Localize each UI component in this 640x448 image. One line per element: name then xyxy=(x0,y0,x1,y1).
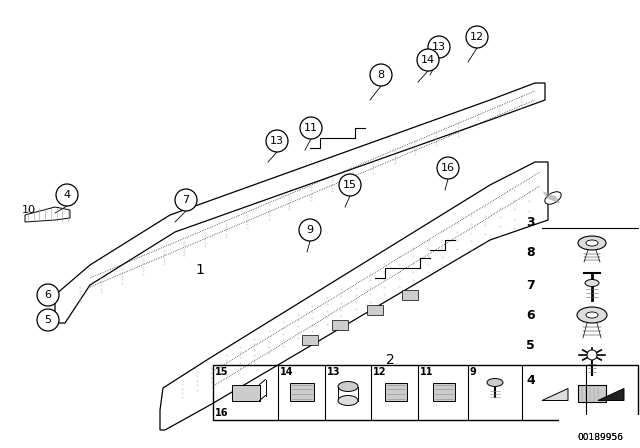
Text: 15: 15 xyxy=(215,367,228,377)
Polygon shape xyxy=(367,305,383,315)
Circle shape xyxy=(437,157,459,179)
Ellipse shape xyxy=(487,379,503,387)
Text: 7: 7 xyxy=(526,279,535,292)
Text: 13: 13 xyxy=(270,136,284,146)
Polygon shape xyxy=(302,335,318,345)
Text: 12: 12 xyxy=(373,367,387,377)
Text: 16: 16 xyxy=(441,163,455,173)
Circle shape xyxy=(428,36,450,58)
Text: 00189956: 00189956 xyxy=(577,433,623,442)
Text: 1: 1 xyxy=(196,263,204,277)
Ellipse shape xyxy=(586,312,598,318)
FancyBboxPatch shape xyxy=(433,383,455,401)
Circle shape xyxy=(299,219,321,241)
Text: 5: 5 xyxy=(45,315,51,325)
Circle shape xyxy=(466,26,488,48)
Text: 00189956: 00189956 xyxy=(577,433,623,442)
Text: 11: 11 xyxy=(304,123,318,133)
Circle shape xyxy=(370,64,392,86)
Circle shape xyxy=(339,174,361,196)
Text: 4: 4 xyxy=(63,190,70,200)
Text: 16: 16 xyxy=(215,408,228,418)
Ellipse shape xyxy=(338,396,358,405)
FancyBboxPatch shape xyxy=(385,383,406,401)
Polygon shape xyxy=(402,290,418,300)
Text: 9: 9 xyxy=(307,225,314,235)
Text: 13: 13 xyxy=(327,367,340,377)
Polygon shape xyxy=(332,320,348,330)
Polygon shape xyxy=(160,162,548,430)
Text: 3: 3 xyxy=(526,215,535,228)
Text: 14: 14 xyxy=(421,55,435,65)
Text: 2: 2 xyxy=(386,353,394,367)
Circle shape xyxy=(37,309,59,331)
Circle shape xyxy=(37,284,59,306)
Circle shape xyxy=(587,350,597,360)
Text: 10: 10 xyxy=(22,205,36,215)
Text: 5: 5 xyxy=(526,339,535,352)
Polygon shape xyxy=(25,207,70,222)
Text: 8: 8 xyxy=(526,246,535,258)
Text: 7: 7 xyxy=(182,195,189,205)
Text: 13: 13 xyxy=(432,42,446,52)
Text: 15: 15 xyxy=(343,180,357,190)
Ellipse shape xyxy=(586,240,598,246)
Text: 6: 6 xyxy=(45,290,51,300)
Text: 14: 14 xyxy=(280,367,294,377)
Polygon shape xyxy=(55,83,545,323)
Circle shape xyxy=(56,184,78,206)
FancyBboxPatch shape xyxy=(578,385,606,402)
FancyBboxPatch shape xyxy=(289,383,314,401)
Ellipse shape xyxy=(577,307,607,323)
Text: 6: 6 xyxy=(526,309,535,322)
Text: 11: 11 xyxy=(420,367,433,377)
Circle shape xyxy=(300,117,322,139)
Circle shape xyxy=(175,189,197,211)
Circle shape xyxy=(266,130,288,152)
Ellipse shape xyxy=(578,236,606,250)
Ellipse shape xyxy=(338,382,358,392)
Ellipse shape xyxy=(585,280,599,287)
Polygon shape xyxy=(542,388,568,401)
Ellipse shape xyxy=(545,192,561,204)
Text: 12: 12 xyxy=(470,32,484,42)
Text: 8: 8 xyxy=(378,70,385,80)
Text: 9: 9 xyxy=(470,367,477,377)
FancyBboxPatch shape xyxy=(232,384,259,401)
Circle shape xyxy=(417,49,439,71)
Text: 4: 4 xyxy=(526,374,535,387)
Polygon shape xyxy=(598,388,624,401)
